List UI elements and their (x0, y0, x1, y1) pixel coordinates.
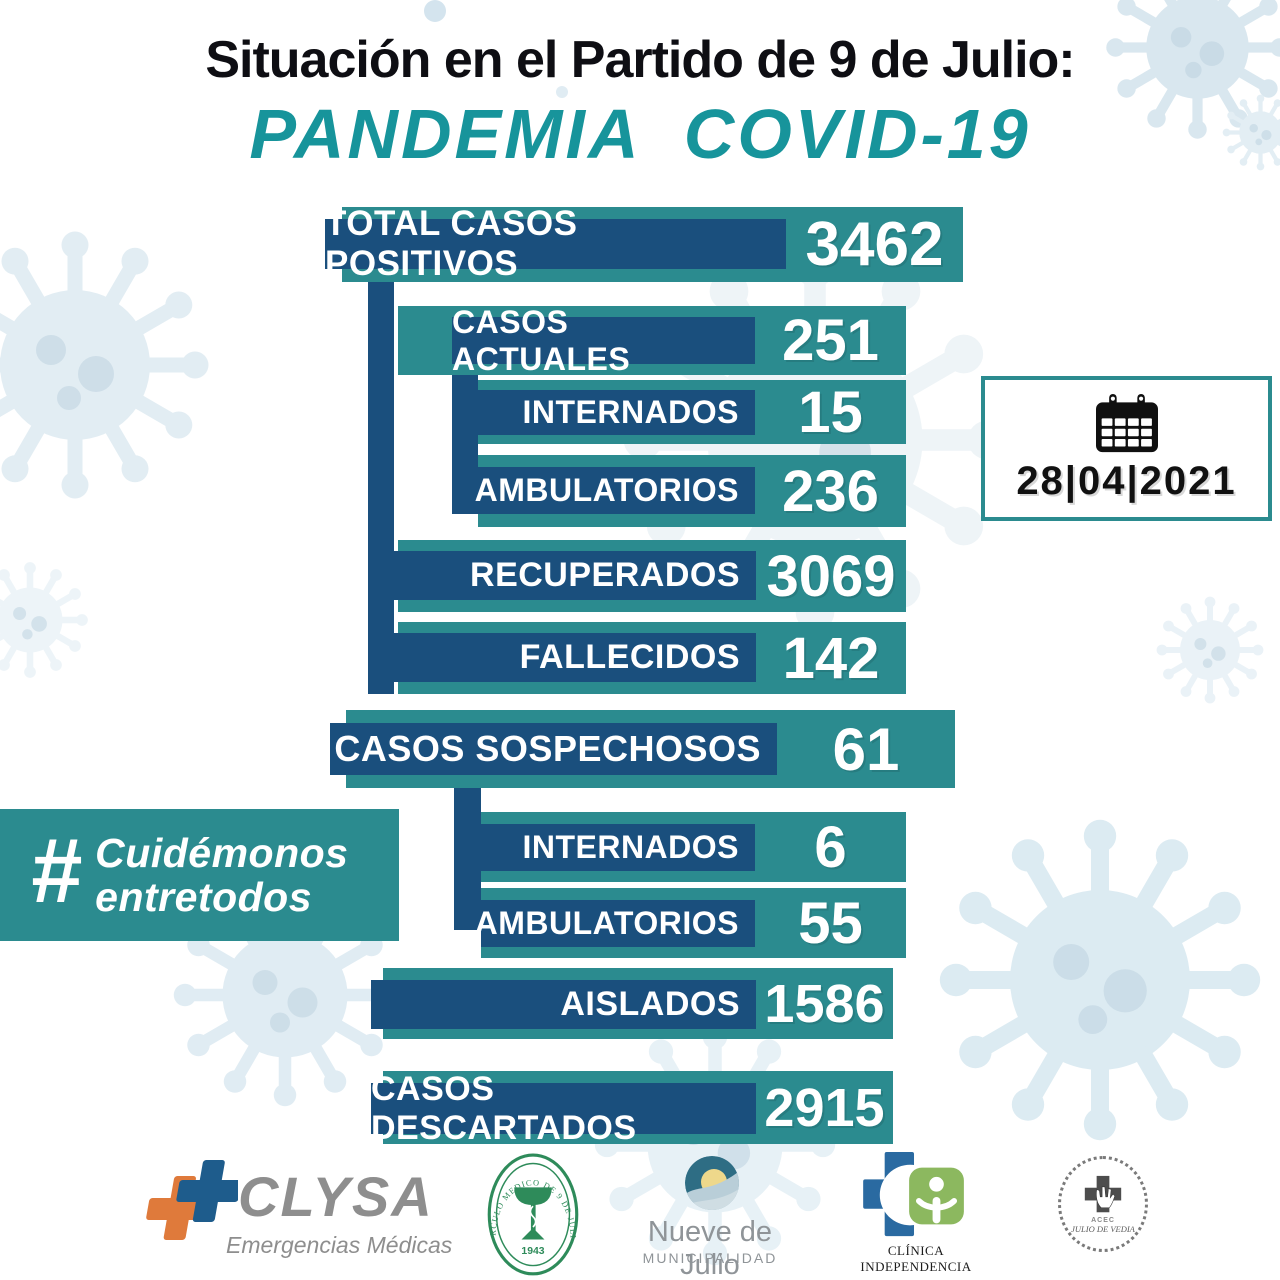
stat-value-fallecidos: 142 (782, 625, 880, 691)
stat-value-sosp-ambulatorios: 55 (798, 890, 863, 956)
circulo-medico-year: 1943 (521, 1246, 544, 1257)
virus-watermark (0, 555, 95, 685)
stat-value-sosp-internados: 6 (814, 814, 847, 880)
calendar-icon (1095, 393, 1158, 453)
virus-watermark (1150, 590, 1270, 710)
stat-value-total: 3462 (805, 210, 944, 279)
stat-value-aislados: 1586 (764, 973, 885, 1034)
stat-value-actuales: 251 (782, 308, 879, 373)
clysa-logo-subtitle: Emergencias Médicas (226, 1232, 453, 1258)
municipalidad-subtitle: MUNICIPALIDAD (642, 1250, 778, 1266)
date-box: 28|04|2021 (981, 376, 1272, 521)
hashtag-banner: # Cuidémonos entretodos (0, 809, 399, 941)
hash-symbol: # (30, 819, 82, 922)
acec-seal-logo: ACEC JULIO DE VEDIA (1058, 1156, 1148, 1252)
stat-label-fallecidos: FALLECIDOS (392, 633, 756, 682)
virus-watermark (920, 800, 1280, 1160)
clysa-logo-crosses-icon (146, 1160, 238, 1240)
clysa-logo-name: CLYSA (238, 1165, 434, 1228)
stat-value-sospechosos: 61 (832, 715, 900, 783)
municipalidad-logo-icon (685, 1156, 739, 1210)
seal-acronym: ACEC (1091, 1216, 1115, 1224)
hashtag-line1: Cuidémonos (95, 829, 349, 876)
seal-name: JULIO DE VEDIA (1071, 1223, 1135, 1234)
stat-label-actuales: CASOS ACTUALES (452, 304, 755, 377)
stat-label-aislados: AISLADOS (371, 980, 756, 1029)
stat-label-ambulatorios: AMBULATORIOS (475, 467, 755, 514)
page-subtitle: PANDEMIA COVID-19 (249, 95, 1031, 173)
decor-dot (556, 86, 568, 98)
stat-label-recuperados: RECUPERADOS (392, 551, 756, 600)
municipalidad-name: Nueve de Julio (647, 1216, 773, 1280)
page-title: Situación en el Partido de 9 de Julio: (205, 31, 1075, 89)
virus-watermark (0, 215, 225, 515)
stat-label-sosp-ambulatorios: AMBULATORIOS (475, 900, 755, 947)
report-date: 28|04|2021 (1016, 459, 1237, 503)
seal-cross-hand-icon (1084, 1175, 1122, 1212)
stat-label-internados: INTERNADOS (478, 390, 755, 435)
tree-connector-total (368, 245, 394, 694)
stat-label-sospechosos: CASOS SOSPECHOSOS (330, 723, 777, 775)
stat-label-descartados: CASOS DESCARTADOS (371, 1070, 756, 1147)
tree-connector-sospechosos (454, 770, 481, 930)
stat-label-sosp-internados: INTERNADOS (481, 824, 755, 871)
decor-dot (424, 0, 446, 22)
stat-value-recuperados: 3069 (766, 543, 896, 609)
stat-value-ambulatorios: 236 (782, 458, 879, 524)
circulo-medico-logo: CIRCULO MEDICO DE 9 DE JULIO 1943 (486, 1152, 579, 1276)
clinica-independencia-logo-icon (863, 1152, 964, 1237)
clinica-independencia-name: CLÍNICA INDEPENDENCIA (860, 1243, 972, 1274)
hashtag-line2: entretodos (95, 874, 313, 920)
stat-value-internados: 15 (798, 379, 863, 445)
stat-label-total: TOTAL CASOS POSITIVOS (325, 204, 786, 283)
stat-value-descartados: 2915 (764, 1077, 885, 1138)
